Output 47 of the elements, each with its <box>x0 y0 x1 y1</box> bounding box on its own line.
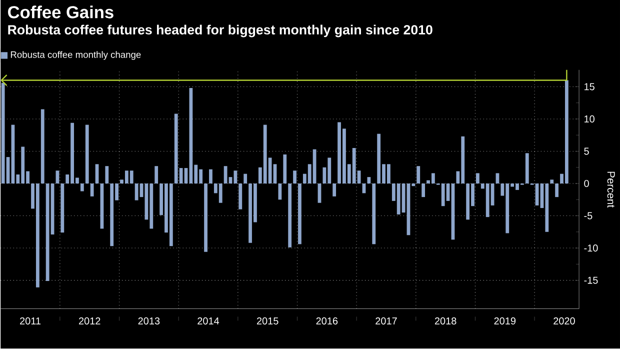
legend-label: Robusta coffee monthly change <box>10 51 141 60</box>
x-tick-label: 2011 <box>20 318 41 325</box>
y-tick-label: 15 <box>584 83 594 90</box>
bar <box>278 184 282 200</box>
bar <box>298 184 302 244</box>
x-tick-label: 2017 <box>376 318 397 325</box>
y-tick-label: 10 <box>584 116 594 123</box>
bar <box>244 174 248 184</box>
bar <box>154 166 158 184</box>
y-axis-title: Percent <box>607 172 615 208</box>
bar <box>288 184 292 248</box>
bar <box>60 184 64 233</box>
bar <box>105 166 109 184</box>
x-tick-label: 2014 <box>198 318 220 325</box>
bar <box>550 180 554 184</box>
y-tick-label: -10 <box>584 244 598 252</box>
x-tick-label: 2012 <box>78 318 100 325</box>
y-tick-label: 5 <box>584 148 589 155</box>
bar <box>422 184 426 198</box>
bar <box>293 170 296 184</box>
bar <box>555 184 559 198</box>
bar <box>90 184 94 197</box>
bar <box>80 184 84 192</box>
bar <box>85 124 89 184</box>
bar <box>416 166 420 184</box>
x-tick-label: 2020 <box>554 318 575 325</box>
x-tick-label: 2019 <box>494 318 516 325</box>
bar <box>525 153 529 184</box>
y-tick-label: 0 <box>584 180 589 188</box>
bar <box>332 184 336 197</box>
bar <box>238 184 242 210</box>
y-tick-label: -5 <box>584 212 592 220</box>
x-tick-label: 2016 <box>316 318 338 325</box>
bar <box>40 109 44 184</box>
chart-title: Coffee Gains <box>8 6 114 19</box>
bar <box>209 169 212 184</box>
bar <box>372 184 376 244</box>
bar <box>496 173 500 184</box>
y-tick-label: -15 <box>584 276 598 284</box>
bar <box>283 154 287 184</box>
bar <box>204 184 208 252</box>
bar <box>476 173 480 184</box>
chart-subtitle: Robusta coffee futures headed for biggest monthly gain since 2010 <box>8 24 432 38</box>
x-tick-label: 2018 <box>434 318 456 325</box>
x-tick-label: 2015 <box>256 318 278 325</box>
bar <box>367 177 371 184</box>
x-tick-label: 2013 <box>138 318 160 325</box>
